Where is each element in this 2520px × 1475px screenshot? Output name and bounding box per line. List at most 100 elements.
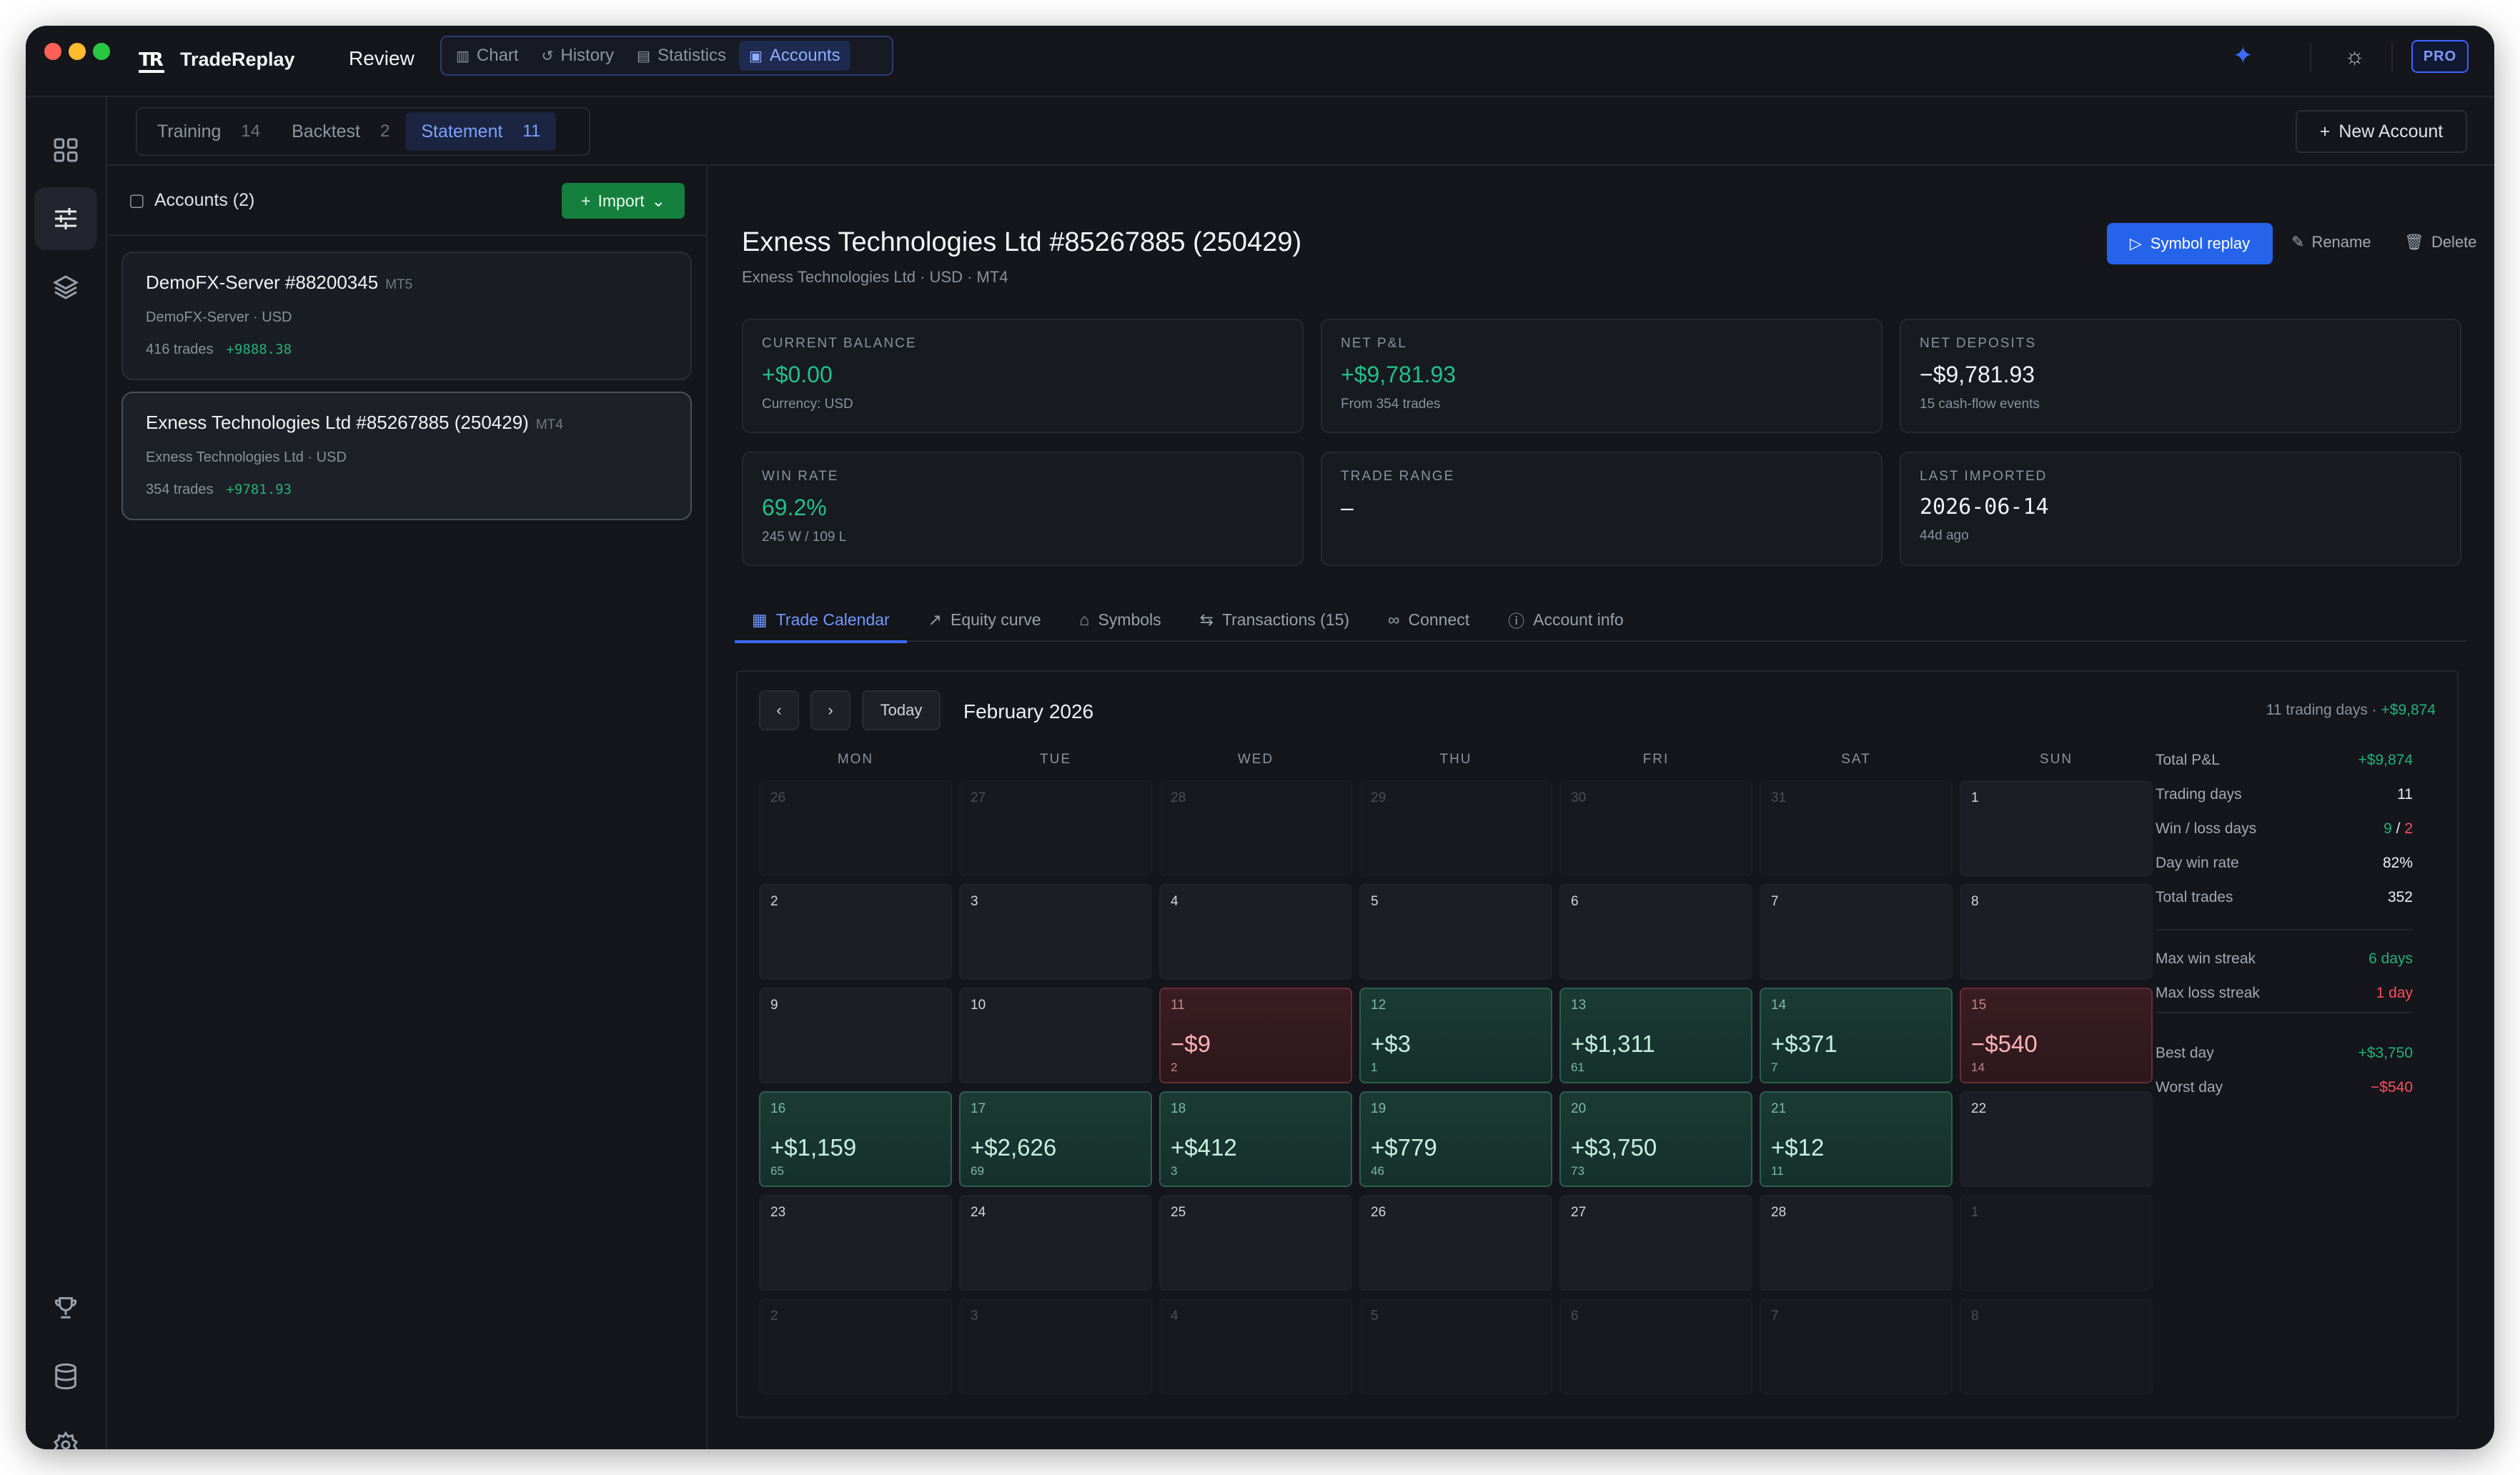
day-number: 25 bbox=[1171, 1205, 1186, 1220]
calendar-day[interactable]: 23 bbox=[759, 1195, 952, 1291]
nav-history[interactable]: ↺ History bbox=[541, 46, 615, 65]
calendar-day[interactable]: 31 bbox=[1760, 780, 1953, 876]
stat-value: – bbox=[1341, 495, 1354, 520]
tab-transactions[interactable]: ⇆ Transactions (15) bbox=[1199, 610, 1350, 629]
day-trade-count: 3 bbox=[1171, 1164, 1178, 1178]
wallet-icon: ▢ bbox=[129, 191, 145, 210]
new-account-button[interactable]: + New Account bbox=[2296, 110, 2467, 153]
calendar-day[interactable]: 26 bbox=[1359, 1195, 1552, 1291]
link-icon: ∞ bbox=[1388, 610, 1400, 629]
account-card-selected[interactable]: Exness Technologies Ltd #85267885 (25042… bbox=[121, 392, 692, 520]
delete-button[interactable]: 🗑 Delete bbox=[2404, 233, 2477, 251]
calendar-day[interactable]: 4 bbox=[1159, 884, 1352, 980]
layers-button[interactable] bbox=[34, 256, 97, 319]
stat-label: Total trades bbox=[2156, 889, 2233, 905]
nav-statistics[interactable]: ▤ Statistics bbox=[637, 46, 726, 65]
day-number: 7 bbox=[1771, 894, 1779, 909]
day-trade-count: 11 bbox=[1771, 1164, 1784, 1178]
settings-button[interactable] bbox=[34, 1414, 97, 1449]
calendar-day[interactable]: 27 bbox=[959, 780, 1152, 876]
calendar-day[interactable]: 25 bbox=[1159, 1195, 1352, 1291]
calendar-day[interactable]: 1 bbox=[1960, 780, 2153, 876]
calendar-day[interactable]: 26 bbox=[759, 780, 952, 876]
calendar-day[interactable]: 9 bbox=[759, 988, 952, 1083]
stat-label: Trading days bbox=[2156, 786, 2242, 803]
tab-symbols[interactable]: ⌂ Symbols bbox=[1079, 610, 1161, 629]
calendar-day[interactable]: 27 bbox=[1559, 1195, 1752, 1291]
calendar-day[interactable]: 14 +$371 7 bbox=[1760, 988, 1953, 1083]
tab-equity-curve[interactable]: ↗ Equity curve bbox=[928, 610, 1041, 629]
calendar-day[interactable]: 3 bbox=[959, 884, 1152, 980]
calendar-day[interactable]: 7 bbox=[1760, 1298, 1953, 1394]
symbol-replay-button[interactable]: ▷ Symbol replay bbox=[2107, 223, 2273, 264]
tab-account-info[interactable]: ⓘ Account info bbox=[1491, 597, 1641, 642]
nav-chart[interactable]: ▥ Chart bbox=[456, 46, 519, 65]
subtab-backtest[interactable]: Backtest 2 bbox=[292, 121, 390, 141]
day-number: 1 bbox=[1971, 1205, 1979, 1220]
day-number: 6 bbox=[1571, 894, 1579, 909]
dashboard-button[interactable] bbox=[34, 119, 97, 182]
calendar-day[interactable]: 28 bbox=[1159, 780, 1352, 876]
pro-badge[interactable]: PRO bbox=[2411, 40, 2469, 73]
filters-button[interactable] bbox=[34, 187, 97, 250]
calendar-day[interactable]: 19 +$779 46 bbox=[1359, 1091, 1552, 1187]
day-pnl: +$779 bbox=[1371, 1134, 1437, 1161]
calendar-day[interactable]: 1 bbox=[1960, 1195, 2153, 1291]
calendar-day[interactable]: 12 +$3 1 bbox=[1359, 988, 1552, 1083]
stat-card: NET P&L +$9,781.93 From 354 trades bbox=[1321, 319, 1882, 433]
calendar-day[interactable]: 6 bbox=[1559, 1298, 1752, 1394]
calendar-day[interactable]: 3 bbox=[959, 1298, 1152, 1394]
stat-row: Win / loss days 9 / 2 bbox=[2156, 820, 2413, 849]
account-sub: DemoFX-Server · USD bbox=[146, 309, 292, 325]
next-month-button[interactable]: › bbox=[810, 690, 850, 730]
zoom-window-button[interactable] bbox=[93, 43, 110, 60]
calendar-day[interactable]: 7 bbox=[1760, 884, 1953, 980]
tab-trade-calendar[interactable]: ▦ Trade Calendar bbox=[735, 597, 907, 643]
calendar-day[interactable]: 28 bbox=[1760, 1195, 1953, 1291]
subtab-training[interactable]: Training 14 bbox=[157, 121, 261, 141]
calendar-day[interactable]: 5 bbox=[1359, 1298, 1552, 1394]
calendar-day[interactable]: 18 +$412 3 bbox=[1159, 1091, 1352, 1187]
prev-month-button[interactable]: ‹ bbox=[759, 690, 799, 730]
calendar-day[interactable]: 8 bbox=[1960, 884, 2153, 980]
calendar-day[interactable]: 15 −$540 14 bbox=[1960, 988, 2153, 1083]
calendar-day[interactable]: 5 bbox=[1359, 884, 1552, 980]
nav-accounts[interactable]: ▣ Accounts bbox=[738, 41, 850, 71]
calendar-day[interactable]: 4 bbox=[1159, 1298, 1352, 1394]
rename-button[interactable]: ✎ Rename bbox=[2291, 233, 2371, 251]
stat-value: 9 / 2 bbox=[2383, 820, 2413, 849]
sparkle-icon[interactable]: ✦ bbox=[2233, 42, 2253, 69]
calendar-day[interactable]: 2 bbox=[759, 1298, 952, 1394]
calendar-day[interactable]: 13 +$1,311 61 bbox=[1559, 988, 1752, 1083]
today-button[interactable]: Today bbox=[862, 690, 941, 730]
subtab-statement[interactable]: Statement 11 bbox=[405, 112, 557, 151]
minimize-window-button[interactable] bbox=[69, 43, 86, 60]
import-button[interactable]: + Import ⌄ bbox=[562, 183, 685, 219]
calendar-day[interactable]: 29 bbox=[1359, 780, 1552, 876]
calendar-day[interactable]: 30 bbox=[1559, 780, 1752, 876]
calendar-day[interactable]: 6 bbox=[1559, 884, 1752, 980]
account-sub: Exness Technologies Ltd · USD bbox=[146, 450, 347, 465]
trophy-button[interactable] bbox=[34, 1276, 97, 1339]
accounts-header: ▢ Accounts (2) + Import ⌄ bbox=[107, 166, 706, 236]
calendar-day[interactable]: 22 bbox=[1960, 1091, 2153, 1187]
calendar-day[interactable]: 16 +$1,159 65 bbox=[759, 1091, 952, 1187]
database-button[interactable] bbox=[34, 1345, 97, 1408]
theme-toggle-sun-icon[interactable]: ☼ bbox=[2344, 43, 2366, 69]
calendar-day[interactable]: 8 bbox=[1960, 1298, 2153, 1394]
calendar-day[interactable]: 21 +$12 11 bbox=[1760, 1091, 1953, 1187]
calendar-day[interactable]: 20 +$3,750 73 bbox=[1559, 1091, 1752, 1187]
calendar-day[interactable]: 11 −$9 2 bbox=[1159, 988, 1352, 1083]
calendar-day[interactable]: 10 bbox=[959, 988, 1152, 1083]
tab-connect[interactable]: ∞ Connect bbox=[1388, 610, 1470, 629]
close-window-button[interactable] bbox=[44, 43, 61, 60]
calendar-day[interactable]: 24 bbox=[959, 1195, 1152, 1291]
info-icon: ⓘ bbox=[1508, 612, 1525, 630]
account-card[interactable]: DemoFX-Server #88200345 MT5 DemoFX-Server… bbox=[121, 252, 692, 380]
calendar-day[interactable]: 17 +$2,626 69 bbox=[959, 1091, 1152, 1187]
chevron-right-icon: › bbox=[828, 701, 833, 719]
review-button[interactable]: Review bbox=[349, 47, 415, 69]
stat-value: −$540 bbox=[2371, 1079, 2413, 1096]
calendar-day[interactable]: 2 bbox=[759, 884, 952, 980]
stat-label: CURRENT BALANCE bbox=[762, 336, 917, 351]
